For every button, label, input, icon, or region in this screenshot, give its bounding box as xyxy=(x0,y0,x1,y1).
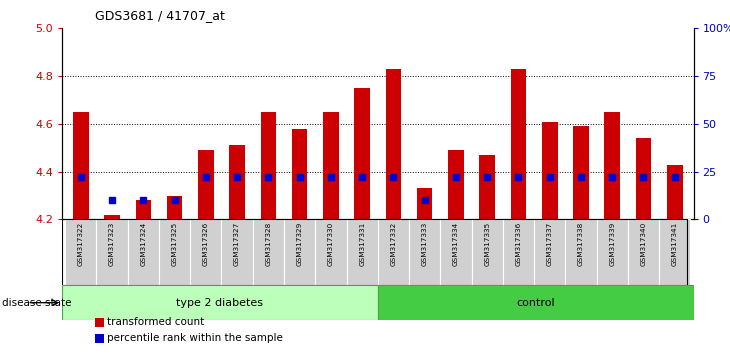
Bar xyxy=(596,219,628,285)
Text: GSM317339: GSM317339 xyxy=(610,222,615,266)
Text: disease state: disease state xyxy=(2,298,72,308)
Bar xyxy=(62,285,378,320)
Bar xyxy=(510,69,526,219)
Text: control: control xyxy=(516,298,555,308)
Text: GSM317330: GSM317330 xyxy=(328,222,334,266)
Text: type 2 diabetes: type 2 diabetes xyxy=(177,298,264,308)
Text: GSM317325: GSM317325 xyxy=(172,222,177,266)
Bar xyxy=(409,219,440,285)
Bar xyxy=(136,200,151,219)
Text: GSM317335: GSM317335 xyxy=(484,222,490,266)
Bar xyxy=(534,219,565,285)
Text: percentile rank within the sample: percentile rank within the sample xyxy=(107,333,283,343)
Text: GSM317327: GSM317327 xyxy=(234,222,240,266)
Bar xyxy=(65,219,96,285)
Bar xyxy=(191,219,221,285)
Bar xyxy=(503,219,534,285)
Bar xyxy=(347,219,378,285)
Text: GSM317326: GSM317326 xyxy=(203,222,209,266)
Text: GSM317324: GSM317324 xyxy=(140,222,146,266)
Text: GSM317340: GSM317340 xyxy=(640,222,647,266)
Text: GSM317331: GSM317331 xyxy=(359,222,365,266)
Bar xyxy=(628,219,659,285)
Bar xyxy=(480,155,495,219)
Bar xyxy=(565,219,596,285)
Bar xyxy=(542,121,558,219)
Text: GSM317336: GSM317336 xyxy=(515,222,521,266)
Text: GSM317322: GSM317322 xyxy=(78,222,84,266)
Text: GDS3681 / 41707_at: GDS3681 / 41707_at xyxy=(95,9,225,22)
Bar xyxy=(315,219,347,285)
Text: GSM317337: GSM317337 xyxy=(547,222,553,266)
Bar xyxy=(659,219,691,285)
Bar xyxy=(229,145,245,219)
Bar xyxy=(636,138,651,219)
Bar xyxy=(573,126,589,219)
Bar xyxy=(159,219,191,285)
Text: GSM317323: GSM317323 xyxy=(109,222,115,266)
Bar xyxy=(104,215,120,219)
Bar xyxy=(198,150,214,219)
Bar xyxy=(417,188,432,219)
Bar xyxy=(440,219,472,285)
Bar xyxy=(166,195,182,219)
Bar xyxy=(378,219,409,285)
Text: GSM317328: GSM317328 xyxy=(266,222,272,266)
Bar xyxy=(448,150,464,219)
Text: GSM317338: GSM317338 xyxy=(578,222,584,266)
Text: GSM317329: GSM317329 xyxy=(296,222,303,266)
Bar xyxy=(354,88,370,219)
Text: transformed count: transformed count xyxy=(107,318,204,327)
Bar xyxy=(472,219,503,285)
Bar xyxy=(604,112,620,219)
Bar xyxy=(378,285,694,320)
Bar xyxy=(261,112,276,219)
Bar xyxy=(385,69,402,219)
Bar xyxy=(323,112,339,219)
Bar xyxy=(221,219,253,285)
Bar xyxy=(667,165,683,219)
Text: GSM317334: GSM317334 xyxy=(453,222,459,266)
Text: GSM317333: GSM317333 xyxy=(422,222,428,266)
Text: GSM317332: GSM317332 xyxy=(391,222,396,266)
Bar xyxy=(284,219,315,285)
Bar xyxy=(253,219,284,285)
Text: GSM317341: GSM317341 xyxy=(672,222,677,266)
Bar xyxy=(292,129,307,219)
Bar xyxy=(128,219,159,285)
Bar xyxy=(73,112,88,219)
Bar xyxy=(96,219,128,285)
